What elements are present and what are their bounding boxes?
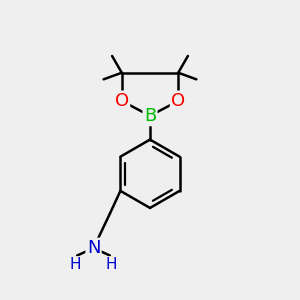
Text: O: O	[171, 92, 185, 110]
Text: H: H	[70, 257, 81, 272]
Text: O: O	[115, 92, 129, 110]
Text: B: B	[144, 107, 156, 125]
Text: H: H	[106, 257, 117, 272]
Text: N: N	[87, 239, 100, 257]
